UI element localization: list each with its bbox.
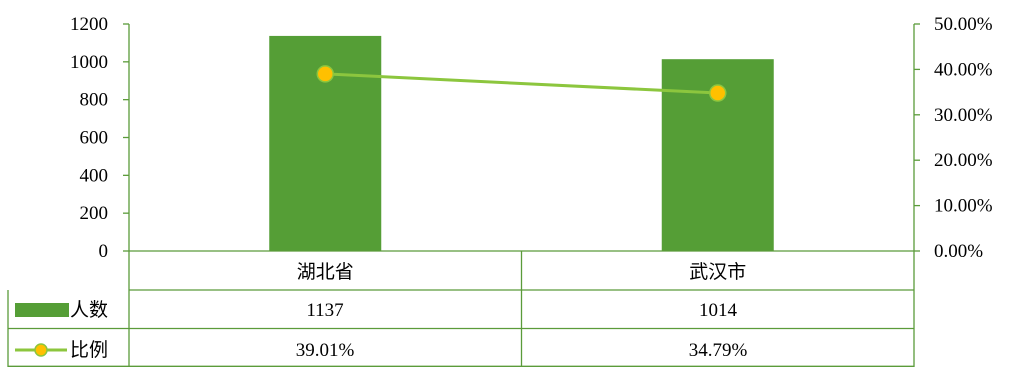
category-label-0: 湖北省: [297, 261, 354, 283]
left-axis-tick-label: 200: [80, 203, 109, 224]
bar-legend-swatch: [15, 303, 69, 317]
category-labels: 湖北省 武汉市: [297, 261, 747, 283]
right-axis-tick-label: 50.00%: [934, 14, 993, 35]
left-axis-tick-label: 1000: [70, 52, 108, 73]
bar-series: [269, 35, 774, 252]
left-axis-tick-label: 0: [99, 241, 109, 262]
left-axis-tick-label: 400: [80, 165, 109, 186]
right-axis-tick-label: 20.00%: [934, 150, 993, 171]
line-point-0: [316, 65, 334, 83]
table-cell-line-1: 34.79%: [689, 340, 748, 361]
bar-series-name: 人数: [70, 299, 108, 321]
right-axis-tick-label: 10.00%: [934, 196, 993, 217]
table-row-bar: 人数 1137 1014: [15, 299, 738, 321]
table-cell-bar-1: 1014: [699, 300, 738, 321]
right-axis-tick-label: 30.00%: [934, 105, 993, 126]
table-cell-line-0: 39.01%: [296, 340, 355, 361]
left-axis-tick-label: 600: [80, 128, 109, 149]
right-axis-tick-labels: 0.00% 10.00% 20.00% 30.00% 40.00% 50.00%: [934, 14, 993, 262]
right-axis: [913, 23, 920, 252]
line-series-name: 比例: [70, 339, 108, 361]
table-cell-bar-0: 1137: [306, 300, 343, 321]
data-table-grid: [7, 250, 915, 367]
right-axis-tick-label: 0.00%: [934, 241, 983, 262]
table-row-line: 比例 39.01% 34.79%: [15, 339, 747, 361]
left-axis: [123, 23, 130, 252]
category-label-1: 武汉市: [689, 261, 746, 283]
left-axis-tick-label: 800: [80, 90, 109, 111]
line-path: [325, 72, 718, 95]
left-axis-tick-labels: 0 200 400 600 800 1000 1200: [70, 14, 108, 262]
line-legend-marker: [34, 343, 48, 357]
right-axis-tick-label: 40.00%: [934, 59, 993, 80]
line-point-1: [709, 84, 727, 102]
left-axis-tick-label: 1200: [70, 14, 108, 35]
line-series: [316, 65, 727, 102]
